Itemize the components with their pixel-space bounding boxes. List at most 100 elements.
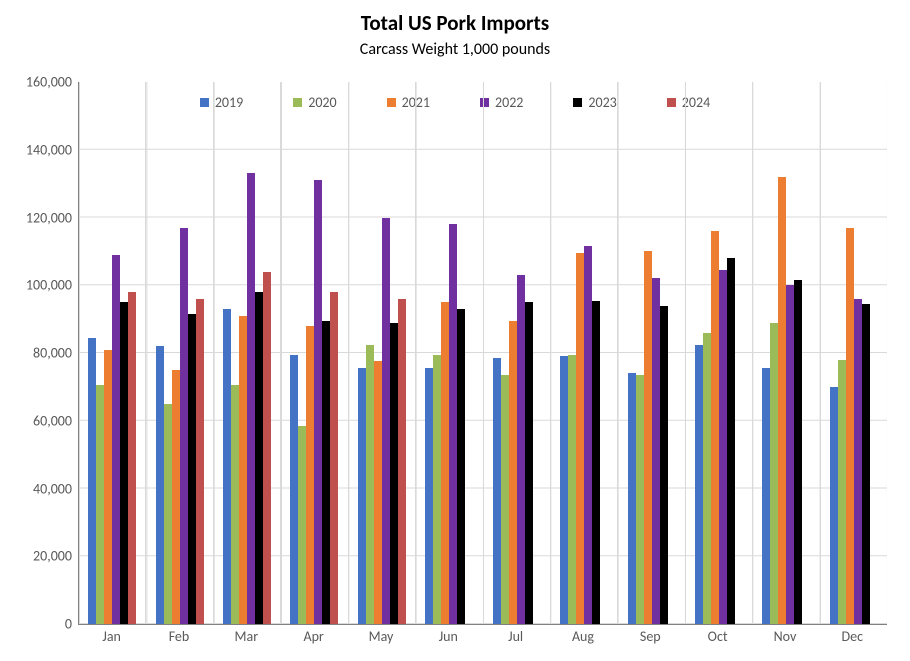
- bar-2019-may: [358, 368, 366, 624]
- bar-2020-jun: [433, 355, 441, 624]
- bar-2020-jan: [96, 385, 104, 624]
- bar-2024-feb: [196, 299, 204, 624]
- bar-2021-apr: [306, 326, 314, 624]
- bar-2019-apr: [290, 355, 298, 624]
- bar-group-aug: [551, 82, 618, 624]
- bar-2021-sep: [644, 251, 652, 624]
- x-tick-label: Nov: [751, 628, 818, 648]
- bar-2024-jan: [128, 292, 136, 624]
- bar-2022-jan: [112, 255, 120, 624]
- bar-2021-aug: [576, 253, 584, 624]
- bar-2021-jun: [441, 302, 449, 624]
- bar-2023-apr: [322, 321, 330, 624]
- bar-2024-apr: [330, 292, 338, 624]
- x-axis: JanFebMarAprMayJunJulAugSepOctNovDec: [78, 628, 886, 648]
- y-tick-label: 60,000: [0, 412, 72, 429]
- y-tick-label: 100,000: [0, 277, 72, 294]
- bar-2023-may: [390, 323, 398, 624]
- y-tick-label: 0: [0, 616, 72, 633]
- bar-group-jul: [484, 82, 551, 624]
- bar-2023-jan: [120, 302, 128, 624]
- bar-2019-mar: [223, 309, 231, 624]
- y-tick-label: 80,000: [0, 345, 72, 362]
- x-tick-label: Apr: [280, 628, 347, 648]
- bar-group-may: [349, 82, 416, 624]
- bar-group-oct: [686, 82, 753, 624]
- plot-area: [78, 82, 887, 625]
- y-tick-label: 120,000: [0, 209, 72, 226]
- bar-2022-mar: [247, 173, 255, 624]
- bar-2021-dec: [846, 228, 854, 624]
- bar-2019-nov: [762, 368, 770, 624]
- y-tick-label: 40,000: [0, 480, 72, 497]
- bar-2023-feb: [188, 314, 196, 624]
- x-tick-label: Jul: [482, 628, 549, 648]
- bar-group-jan: [79, 82, 146, 624]
- chart-container: Total US Pork Imports Carcass Weight 1,0…: [0, 0, 910, 661]
- bar-2021-jul: [509, 321, 517, 624]
- bar-2019-jan: [88, 338, 96, 624]
- x-tick-label: Dec: [819, 628, 886, 648]
- bar-2020-sep: [636, 375, 644, 624]
- bar-2023-jul: [525, 302, 533, 624]
- bar-2023-nov: [794, 280, 802, 624]
- bar-2022-oct: [719, 270, 727, 624]
- bar-2021-may: [374, 361, 382, 624]
- x-tick-label: Sep: [617, 628, 684, 648]
- bar-2022-jul: [517, 275, 525, 624]
- bar-2022-sep: [652, 278, 660, 624]
- bar-2022-apr: [314, 180, 322, 624]
- chart-title: Total US Pork Imports: [0, 10, 910, 36]
- x-tick-label: May: [347, 628, 414, 648]
- bar-2021-oct: [711, 231, 719, 624]
- x-tick-label: Jun: [415, 628, 482, 648]
- bar-2020-mar: [231, 385, 239, 624]
- bar-2023-oct: [727, 258, 735, 624]
- bar-2019-oct: [695, 345, 703, 624]
- bar-2019-dec: [830, 387, 838, 624]
- bar-2020-may: [366, 345, 374, 624]
- bar-group-mar: [214, 82, 281, 624]
- bar-2022-may: [382, 218, 390, 625]
- bar-2020-oct: [703, 333, 711, 624]
- bars-layer: [79, 82, 887, 624]
- y-tick-label: 160,000: [0, 74, 72, 91]
- bar-2024-may: [398, 299, 406, 624]
- bar-2023-jun: [457, 309, 465, 624]
- bar-2020-jul: [501, 375, 509, 624]
- x-tick-label: Aug: [549, 628, 616, 648]
- bar-2022-jun: [449, 224, 457, 624]
- bar-2022-feb: [180, 228, 188, 624]
- bar-2023-sep: [660, 306, 668, 624]
- bar-2021-nov: [778, 177, 786, 624]
- y-tick-label: 140,000: [0, 141, 72, 158]
- bar-2023-aug: [592, 301, 600, 625]
- bar-2019-jul: [493, 358, 501, 624]
- bar-2020-apr: [298, 426, 306, 624]
- bar-2021-mar: [239, 316, 247, 624]
- chart-subtitle: Carcass Weight 1,000 pounds: [0, 40, 910, 59]
- x-tick-label: Jan: [78, 628, 145, 648]
- bar-2019-sep: [628, 373, 636, 624]
- bar-2020-aug: [568, 355, 576, 624]
- bar-2021-jan: [104, 350, 112, 624]
- bar-2019-jun: [425, 368, 433, 624]
- bar-2022-dec: [854, 299, 862, 624]
- x-tick-label: Feb: [145, 628, 212, 648]
- x-tick-label: Oct: [684, 628, 751, 648]
- bar-2022-aug: [584, 246, 592, 624]
- bar-group-feb: [146, 82, 213, 624]
- bar-group-apr: [281, 82, 348, 624]
- bar-group-jun: [416, 82, 483, 624]
- bar-2020-nov: [770, 323, 778, 624]
- bar-2022-nov: [786, 285, 794, 624]
- bar-2020-feb: [164, 404, 172, 624]
- x-tick-label: Mar: [213, 628, 280, 648]
- bar-2024-mar: [263, 272, 271, 624]
- bar-2019-aug: [560, 356, 568, 624]
- y-axis: 020,00040,00060,00080,000100,000120,0001…: [0, 82, 72, 624]
- bar-2019-feb: [156, 346, 164, 624]
- bar-2023-dec: [862, 304, 870, 624]
- bar-2021-feb: [172, 370, 180, 624]
- y-tick-label: 20,000: [0, 548, 72, 565]
